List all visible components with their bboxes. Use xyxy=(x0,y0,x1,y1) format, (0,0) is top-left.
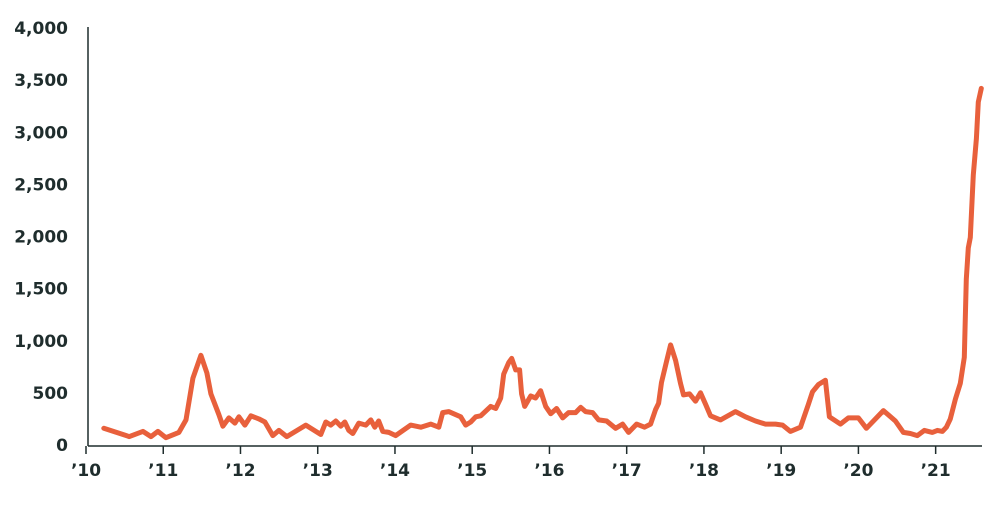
line-series xyxy=(101,85,984,441)
y-tick-label: 3,000 xyxy=(14,123,68,143)
y-tick-label: 2,000 xyxy=(14,228,68,248)
x-tick-label: ’19 xyxy=(766,461,796,481)
x-tick-label: ’10 xyxy=(71,461,101,481)
x-tick-label: ’13 xyxy=(303,461,333,481)
y-tick-label: 2,500 xyxy=(14,175,68,195)
y-tick-label: 1,500 xyxy=(14,280,68,300)
x-tick-label: ’12 xyxy=(225,461,255,481)
y-tick-label: 3,500 xyxy=(14,71,68,91)
x-tick-label: ’17 xyxy=(612,461,642,481)
y-tick-label: 1,000 xyxy=(14,332,68,352)
x-tick-label: ’20 xyxy=(843,461,873,481)
x-tick-label: ’15 xyxy=(457,461,487,481)
x-tick-label: ’18 xyxy=(689,461,719,481)
y-tick-label: 0 xyxy=(56,436,68,456)
x-tick-label: ’11 xyxy=(148,461,178,481)
y-tick-label: 4,000 xyxy=(14,19,68,39)
y-tick-label: 500 xyxy=(33,384,69,404)
x-tick-label: ’21 xyxy=(921,461,951,481)
x-tick-label: ’16 xyxy=(534,461,564,481)
x-tick-label: ’14 xyxy=(380,461,410,481)
